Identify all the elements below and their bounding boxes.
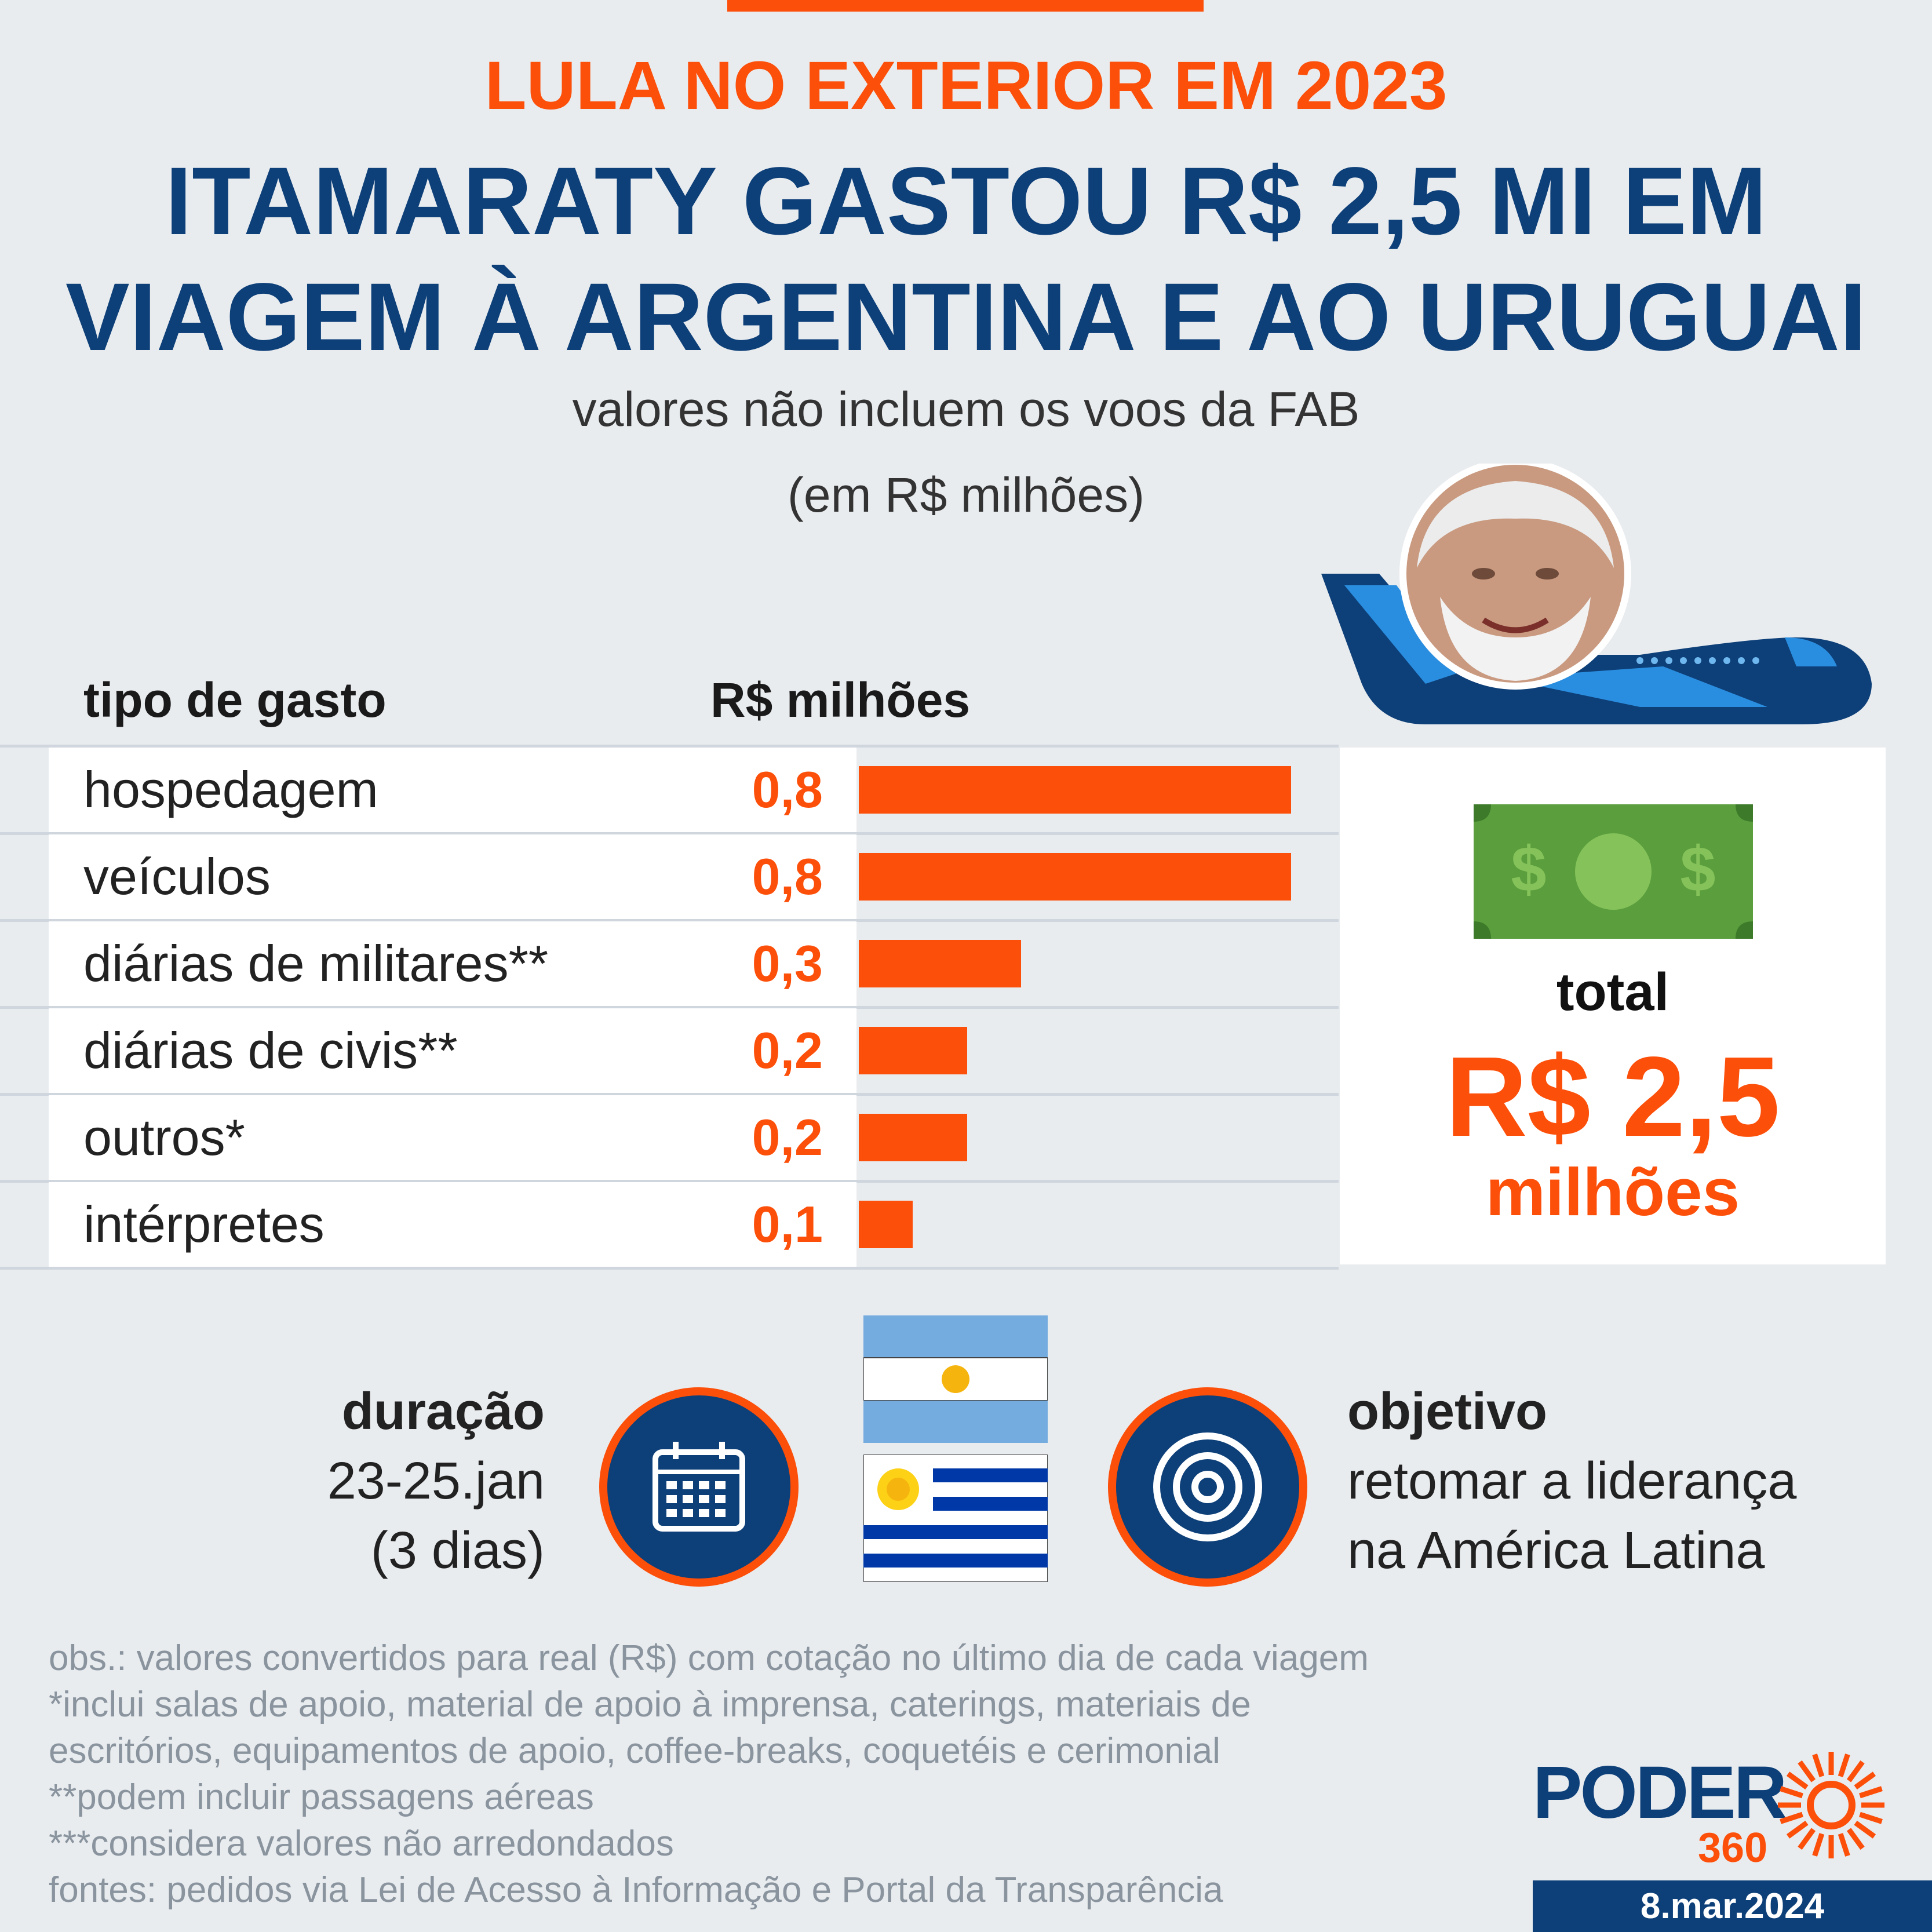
bar	[859, 853, 1291, 901]
duration-label: duração	[341, 1383, 545, 1441]
sun-ray	[1812, 1833, 1825, 1857]
total-unit: milhões	[1485, 1154, 1740, 1230]
total-label: total	[1556, 963, 1669, 1022]
row-label: hospedagem	[83, 761, 378, 818]
airplane-icon	[1321, 464, 1872, 724]
row-separator	[0, 832, 1339, 835]
top-accent-bar	[727, 0, 1204, 12]
sun-ray	[1838, 1754, 1850, 1777]
row-value: 0,2	[752, 1109, 823, 1166]
headline-line-2: VIAGEM À ARGENTINA E AO URUGUAI	[65, 264, 1867, 371]
money-bill-icon: $ $	[1474, 804, 1753, 939]
row-separator	[0, 745, 1339, 748]
row-separator	[0, 1180, 1339, 1183]
column-header-type: tipo de gasto	[83, 673, 387, 727]
sun-logo-icon	[1778, 1752, 1884, 1858]
note-sources: fontes: pedidos via Lei de Acesso à Info…	[49, 1870, 1223, 1910]
table-row	[49, 921, 856, 1006]
row-value: 0,2	[752, 1022, 823, 1079]
sun-ray	[1786, 1771, 1809, 1790]
sun-ray	[1854, 1820, 1876, 1839]
sun-ray	[1846, 1760, 1865, 1782]
calendar-icon	[652, 1442, 745, 1532]
row-label: veículos	[83, 848, 271, 905]
bar	[859, 1027, 967, 1074]
target-icon	[1153, 1432, 1262, 1541]
target-circle	[1108, 1387, 1307, 1587]
objective-line-1: retomar a liderança	[1347, 1452, 1797, 1510]
bar	[859, 1114, 967, 1161]
headline: ITAMARATY GASTOU R$ 2,5 MI EM VIAGEM À A…	[0, 144, 1932, 376]
sun-ray	[1798, 1828, 1816, 1850]
uruguay-flag-icon	[863, 1455, 1048, 1582]
sun-ray	[1838, 1833, 1850, 1857]
objective-label: objetivo	[1347, 1383, 1548, 1441]
row-separator	[0, 1093, 1339, 1096]
row-label: outros*	[83, 1109, 245, 1166]
sun-ray	[1780, 1786, 1803, 1799]
sun-ray	[1854, 1771, 1876, 1790]
total-value: R$ 2,5	[1445, 1033, 1780, 1160]
sun-ray	[1798, 1760, 1816, 1782]
note-obs: obs.: valores convertidos para real (R$)…	[49, 1638, 1369, 1678]
publication-date: 8.mar.2024	[1533, 1880, 1932, 1932]
table-row	[49, 1182, 856, 1267]
sun-ray	[1859, 1811, 1883, 1824]
row-label: intérpretes	[83, 1195, 325, 1253]
row-separator	[0, 1006, 1339, 1009]
row-label: diárias de militares**	[83, 935, 549, 992]
table-row	[49, 1095, 856, 1180]
headline-line-1: ITAMARATY GASTOU R$ 2,5 MI EM	[165, 148, 1767, 255]
note-outros-cont: escritórios, equipamentos de apoio, coff…	[49, 1731, 1220, 1771]
duration-dates: 23-25.jan	[327, 1452, 545, 1510]
row-value: 0,1	[752, 1195, 823, 1253]
row-value: 0,8	[752, 761, 823, 818]
brand-name: PODER	[1533, 1751, 1787, 1834]
row-separator	[0, 919, 1339, 922]
brand-number: 360	[1698, 1825, 1768, 1871]
objective-line-2: na América Latina	[1347, 1522, 1765, 1580]
note-diarias: **podem incluir passagens aéreas	[49, 1777, 594, 1817]
column-header-value: R$ milhões	[710, 673, 971, 727]
row-value: 0,8	[752, 848, 823, 905]
note-rounding: ***considera valores não arredondados	[49, 1824, 674, 1864]
row-separator	[0, 1267, 1339, 1270]
svg-text:$: $	[1511, 834, 1546, 905]
table-row	[49, 834, 856, 919]
sun-ray	[1859, 1786, 1883, 1799]
svg-text:$: $	[1680, 834, 1715, 905]
unit-note: (em R$ milhões)	[787, 468, 1145, 522]
bar	[859, 1201, 913, 1248]
row-value: 0,3	[752, 935, 823, 992]
table-row	[49, 1008, 856, 1093]
calendar-circle	[599, 1387, 799, 1587]
bar	[859, 940, 1021, 987]
kicker: LULA NO EXTERIOR EM 2023	[484, 48, 1448, 124]
table-row	[49, 748, 856, 832]
duration-days: (3 dias)	[370, 1522, 545, 1580]
sun-ray	[1812, 1754, 1825, 1777]
argentina-flag-icon	[863, 1315, 1048, 1443]
bar	[859, 766, 1291, 814]
sun-ray	[1846, 1828, 1865, 1850]
row-label: diárias de civis**	[83, 1022, 458, 1079]
sun-ray	[1786, 1820, 1809, 1839]
subtitle: valores não incluem os voos da FAB	[572, 382, 1360, 436]
sun-ray	[1780, 1811, 1803, 1824]
note-outros: *inclui salas de apoio, material de apoi…	[49, 1685, 1251, 1725]
